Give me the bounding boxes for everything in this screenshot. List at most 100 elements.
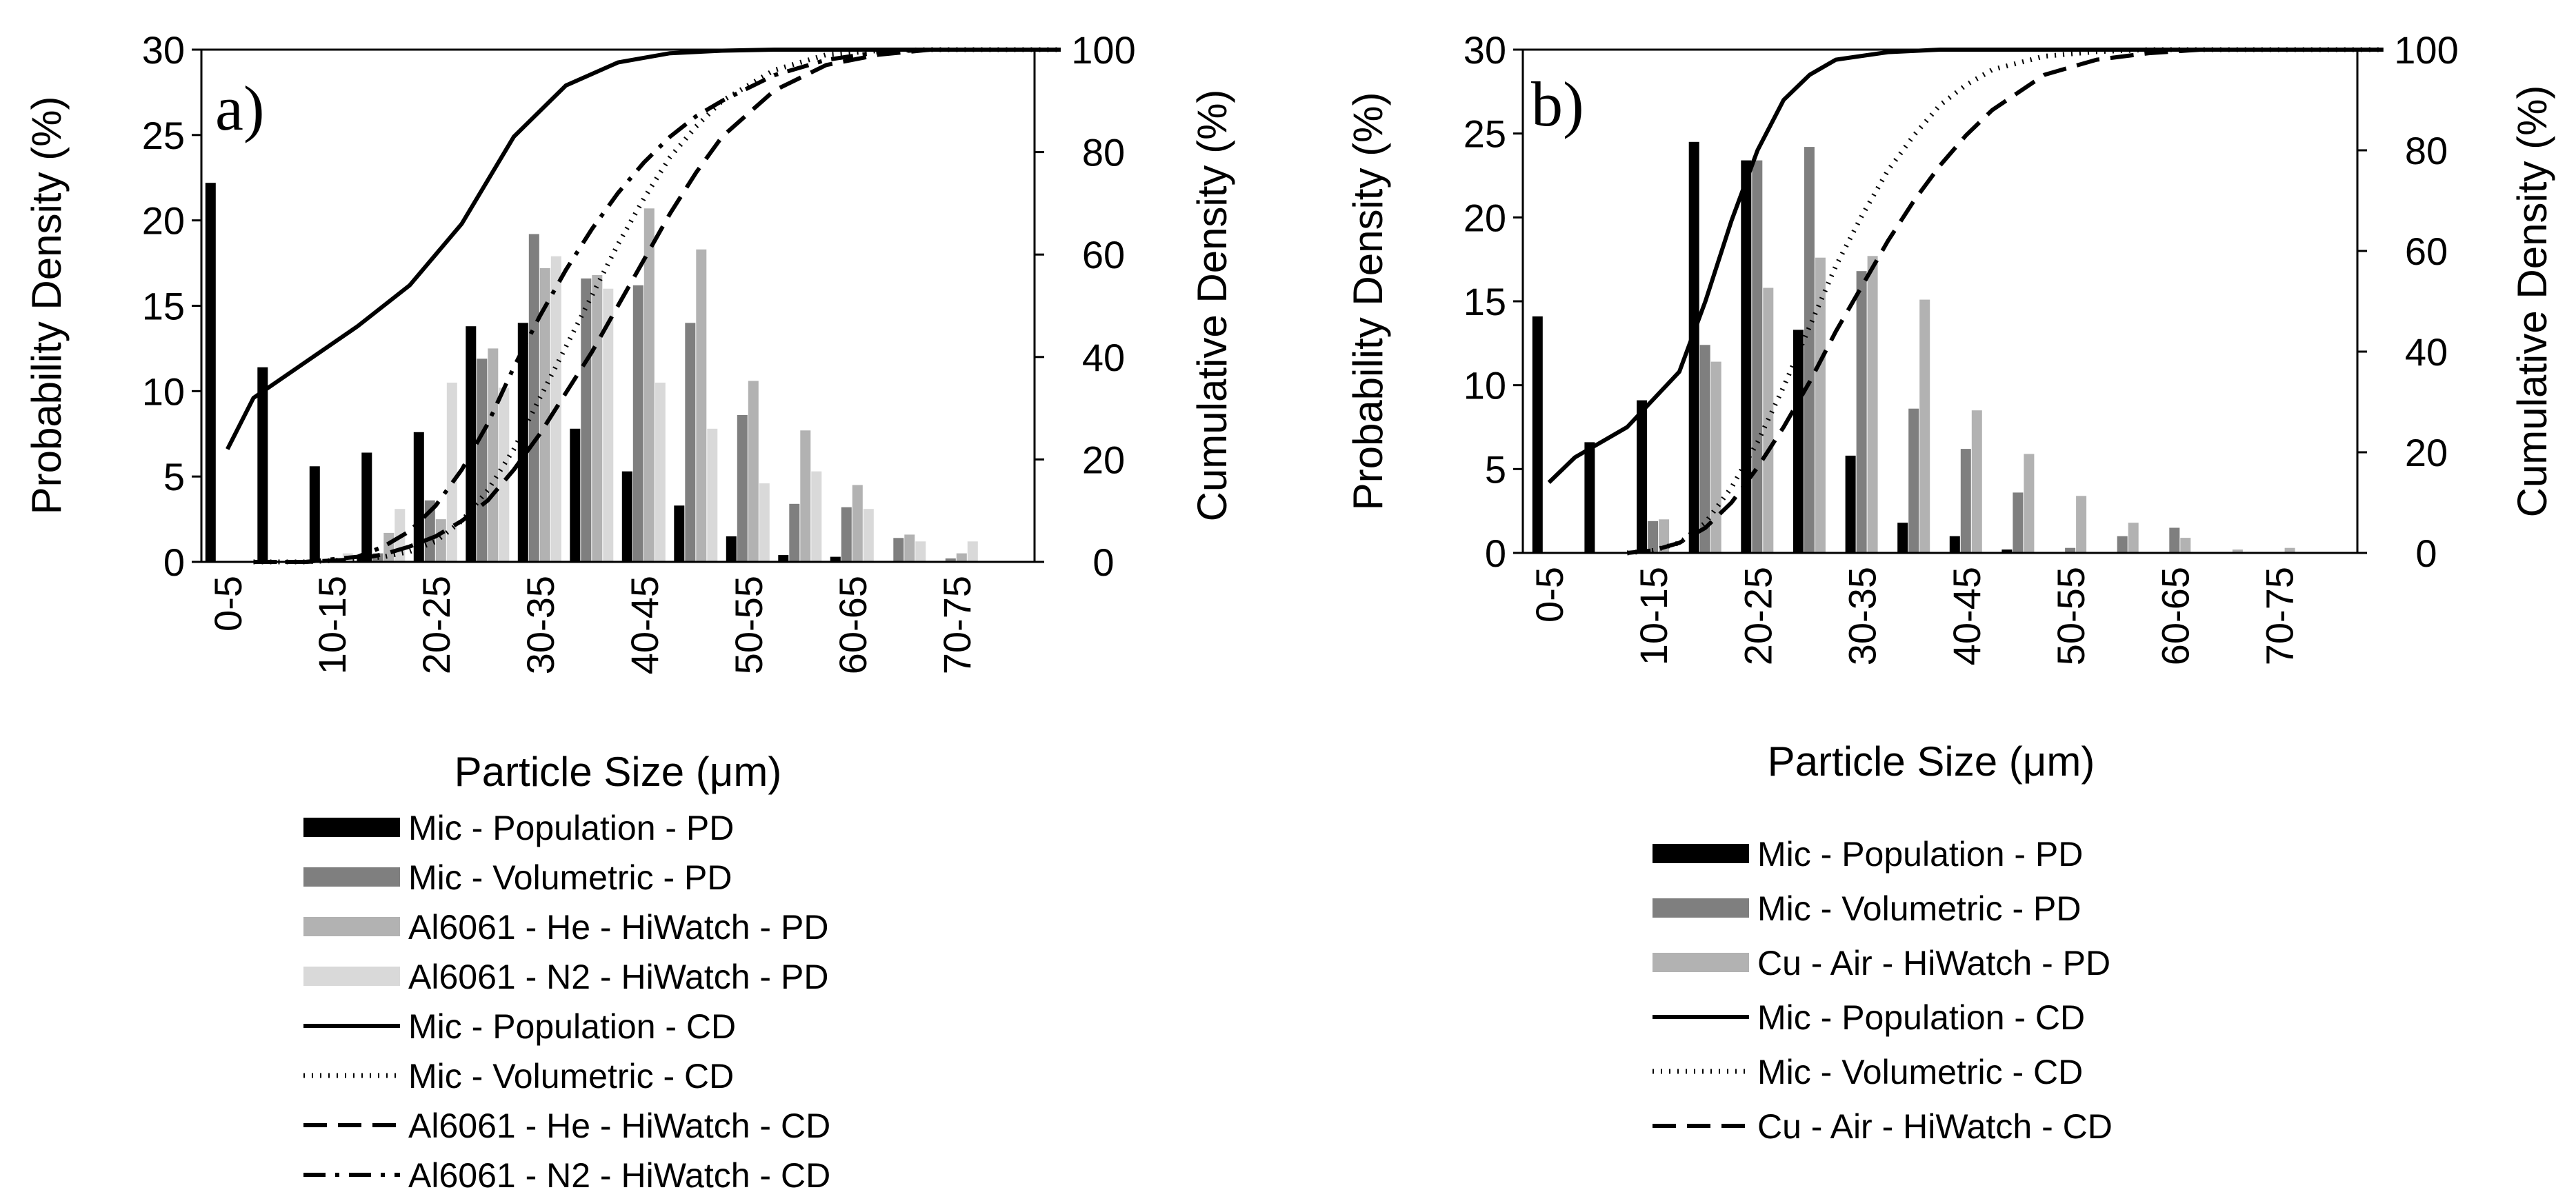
bar — [1532, 316, 1543, 553]
bar — [2117, 536, 2128, 553]
bar — [632, 285, 643, 562]
bar — [800, 430, 811, 562]
legend-swatch — [303, 818, 400, 837]
bars-group — [205, 183, 978, 562]
bar — [1637, 400, 1648, 553]
bar — [1699, 345, 1710, 553]
y2-tick-label: 60 — [1082, 233, 1125, 276]
chart-panel-a: 0 5 10 15 20 25 30 0 20 40 60 80 100 0-5 10-15 20-25 3… — [23, 28, 1235, 1195]
x-tick-label: 0-5 — [206, 576, 250, 632]
bar — [488, 348, 499, 562]
bar — [446, 383, 457, 562]
legend: Mic - Population - PD Mic - Volumetric - … — [1653, 835, 2113, 1146]
y-tick-label: 10 — [142, 370, 185, 413]
bar — [2024, 454, 2035, 553]
y2-tick-label: 80 — [2405, 129, 2448, 172]
legend-label: Cu - Air - HiWatch - CD — [1757, 1107, 2113, 1146]
bar — [570, 428, 581, 562]
y-axis-ticks: 0 5 10 15 20 25 30 — [142, 28, 201, 584]
x-tick-label: 50-55 — [727, 576, 770, 674]
y-tick-label: 30 — [1464, 28, 1506, 72]
bar — [893, 538, 904, 562]
y-tick-label: 25 — [1464, 112, 1506, 156]
bar — [737, 415, 748, 562]
bar — [1949, 536, 1960, 553]
bar — [1971, 410, 1982, 553]
x-tick-label: 20-25 — [415, 576, 458, 674]
bar — [592, 274, 603, 562]
y2-tick-label: 100 — [1071, 28, 1135, 72]
bar — [863, 509, 874, 562]
bar — [674, 505, 685, 562]
y-tick-label: 5 — [163, 455, 185, 498]
y-tick-label: 20 — [1464, 196, 1506, 239]
y2-tick-label: 40 — [1082, 336, 1125, 379]
bar — [2180, 538, 2191, 553]
y-tick-label: 15 — [1464, 280, 1506, 323]
y2-axis-ticks: 0 20 40 60 80 100 — [2357, 28, 2459, 575]
y-tick-label: 25 — [142, 114, 185, 157]
bar — [1856, 271, 1867, 553]
legend-label: Al6061 - N2 - HiWatch - PD — [408, 958, 828, 996]
bar — [778, 555, 789, 562]
y-axis-label: Probability Density (%) — [23, 97, 70, 515]
legend-label: Cu - Air - HiWatch - PD — [1757, 944, 2110, 982]
legend-label: Al6061 - He - HiWatch - CD — [408, 1107, 830, 1145]
legend-label: Mic - Volumetric - PD — [408, 858, 732, 897]
x-axis-ticks: 0-5 10-15 20-25 30-35 40-45 50-55 60-65 70-75 — [1528, 567, 2302, 665]
bar — [967, 541, 978, 562]
bar — [1960, 449, 1971, 553]
x-tick-label: 30-35 — [1841, 567, 1884, 665]
legend-label: Al6061 - N2 - HiWatch - CD — [408, 1156, 830, 1195]
legend-swatch — [303, 917, 400, 936]
bar — [811, 471, 822, 562]
bar — [413, 432, 424, 562]
x-tick-label: 70-75 — [935, 576, 979, 674]
legend: Mic - Population - PD Mic - Volumetric - … — [303, 809, 830, 1195]
bar — [435, 519, 446, 562]
bar — [841, 507, 852, 562]
x-tick-label: 10-15 — [1632, 567, 1675, 665]
y-tick-label: 20 — [142, 199, 185, 243]
legend-swatch — [1653, 844, 1749, 863]
bar — [1867, 256, 1878, 553]
x-tick-label: 70-75 — [2258, 567, 2302, 665]
y-tick-label: 30 — [142, 28, 185, 72]
bar — [726, 536, 737, 562]
legend-label: Mic - Volumetric - CD — [408, 1057, 734, 1096]
legend-label: Mic - Population - PD — [1757, 835, 2083, 874]
cd-line — [1626, 47, 2384, 556]
legend-label: Mic - Population - CD — [408, 1007, 736, 1046]
bar — [1763, 287, 1774, 553]
y-tick-label: 0 — [1485, 532, 1506, 575]
x-tick-label: 60-65 — [2153, 567, 2197, 665]
x-tick-label: 10-15 — [310, 576, 354, 674]
bar — [655, 383, 666, 562]
panel-label: b) — [1531, 69, 1584, 139]
bar — [2001, 549, 2013, 553]
legend-label: Mic - Population - CD — [1757, 998, 2085, 1037]
bar — [685, 323, 696, 562]
legend-label: Al6061 - He - HiWatch - PD — [408, 908, 828, 947]
y2-tick-label: 60 — [2405, 230, 2448, 273]
bar — [499, 387, 510, 562]
bar — [1815, 257, 1826, 553]
bar — [603, 288, 614, 562]
x-tick-label: 30-35 — [519, 576, 562, 674]
bar — [707, 428, 718, 562]
y2-tick-label: 0 — [2415, 532, 2437, 575]
legend-label: Mic - Volumetric - PD — [1757, 889, 2081, 928]
y2-tick-label: 80 — [1082, 131, 1125, 174]
bar — [1804, 147, 1815, 554]
bar — [643, 208, 655, 562]
bar — [257, 367, 268, 562]
bar — [466, 326, 477, 562]
bar — [621, 471, 632, 562]
bar — [205, 183, 216, 562]
y-axis-ticks: 0 5 10 15 20 25 30 — [1464, 28, 1523, 575]
bar — [748, 381, 759, 562]
y-tick-label: 0 — [163, 541, 185, 584]
cd-line — [253, 48, 1061, 564]
bar — [1741, 160, 1752, 554]
